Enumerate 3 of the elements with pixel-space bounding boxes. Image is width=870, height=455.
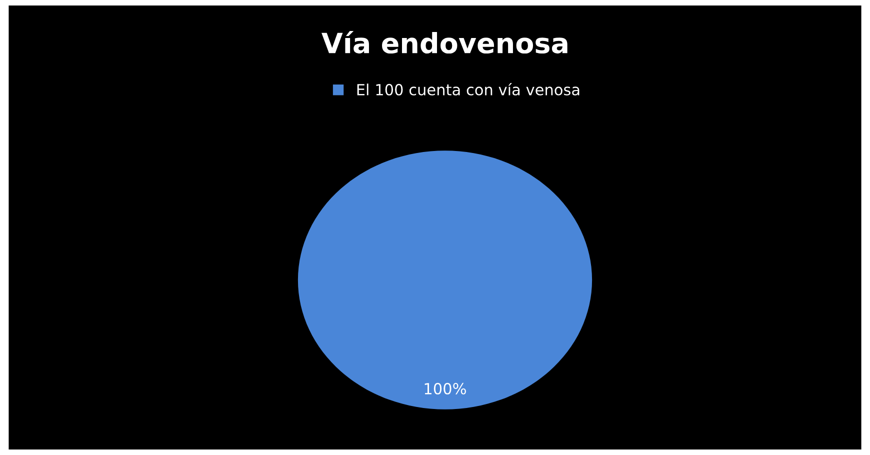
data-label: 100%	[424, 382, 466, 394]
legend-label: El 100 cuenta con vía venosa	[357, 82, 580, 96]
chart-title: Vía endovenosa	[322, 30, 568, 54]
